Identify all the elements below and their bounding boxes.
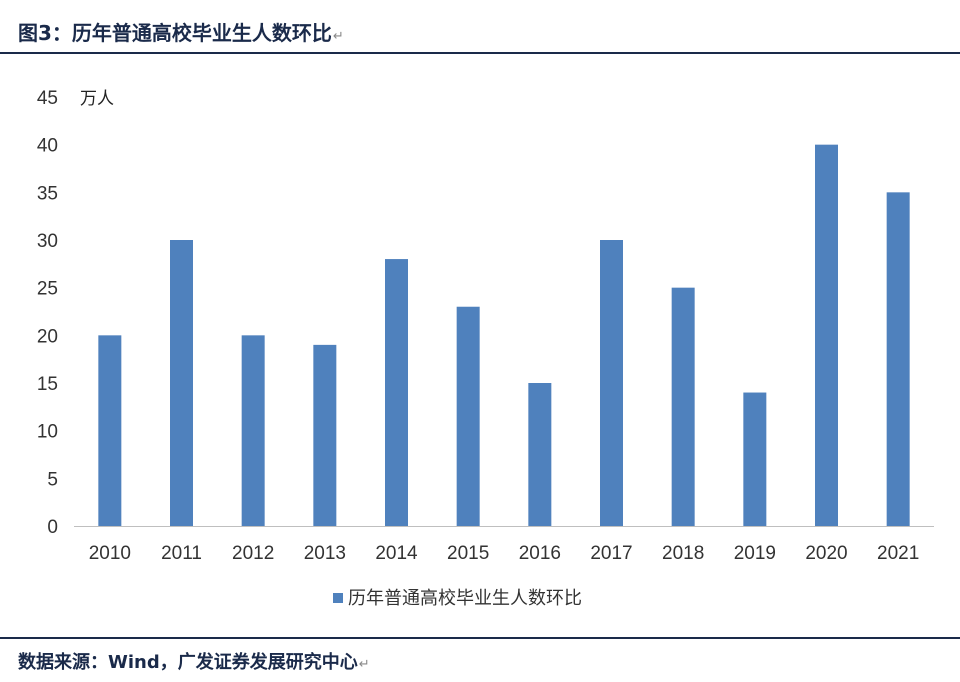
source-rule <box>0 637 960 639</box>
bar <box>313 344 337 526</box>
y-tick-label: 20 <box>37 326 58 347</box>
bar <box>241 335 265 526</box>
bar <box>600 240 623 526</box>
x-tick-label: 2017 <box>590 543 632 564</box>
figure-title-text: 图3：历年普通高校毕业生人数环比 <box>18 21 332 45</box>
x-tick-label: 2010 <box>89 543 131 564</box>
y-tick-label: 25 <box>37 279 58 300</box>
source-note: 数据来源：Wind，广发证券发展研究中心↵ <box>18 648 370 674</box>
x-tick-label: 2021 <box>877 543 919 564</box>
y-tick-label: 15 <box>37 374 58 395</box>
bar <box>743 392 767 526</box>
bar <box>170 240 193 526</box>
legend-swatch <box>333 593 343 603</box>
source-return-mark: ↵ <box>358 657 370 672</box>
x-tick-label: 2016 <box>519 543 561 564</box>
y-tick-label: 45 <box>37 88 58 109</box>
title-rule <box>0 52 960 54</box>
source-text: 数据来源：Wind，广发证券发展研究中心 <box>18 652 358 673</box>
x-tick-label: 2012 <box>232 543 274 564</box>
return-mark: ↵ <box>332 29 344 44</box>
bar <box>98 335 122 526</box>
bar-chart: 0 5 10 15 20 25 30 35 40 45 万人 2010 2011 2012 2013 2014… <box>37 88 934 609</box>
x-tick-label: 2015 <box>447 543 489 564</box>
x-tick-label: 2019 <box>734 543 776 564</box>
legend-label: 历年普通高校毕业生人数环比 <box>348 588 582 609</box>
y-tick-label: 10 <box>37 422 58 443</box>
y-tick-label: 5 <box>47 469 58 490</box>
x-tick-label: 2014 <box>375 543 418 564</box>
y-unit-label: 万人 <box>80 89 114 109</box>
figure-title: 图3：历年普通高校毕业生人数环比↵ <box>18 17 344 46</box>
bar <box>456 306 480 526</box>
y-tick-label: 30 <box>37 231 58 252</box>
bar <box>886 192 910 527</box>
bar <box>528 383 552 526</box>
bar <box>671 287 695 526</box>
y-tick-label: 0 <box>47 517 58 538</box>
y-tick-label: 35 <box>37 183 58 204</box>
bar <box>385 259 408 526</box>
x-tick-label: 2011 <box>161 543 202 564</box>
x-tick-label: 2018 <box>662 543 704 564</box>
bar <box>815 144 838 526</box>
y-tick-label: 40 <box>37 136 58 157</box>
x-tick-label: 2020 <box>805 543 847 564</box>
x-tick-label: 2013 <box>304 543 346 564</box>
